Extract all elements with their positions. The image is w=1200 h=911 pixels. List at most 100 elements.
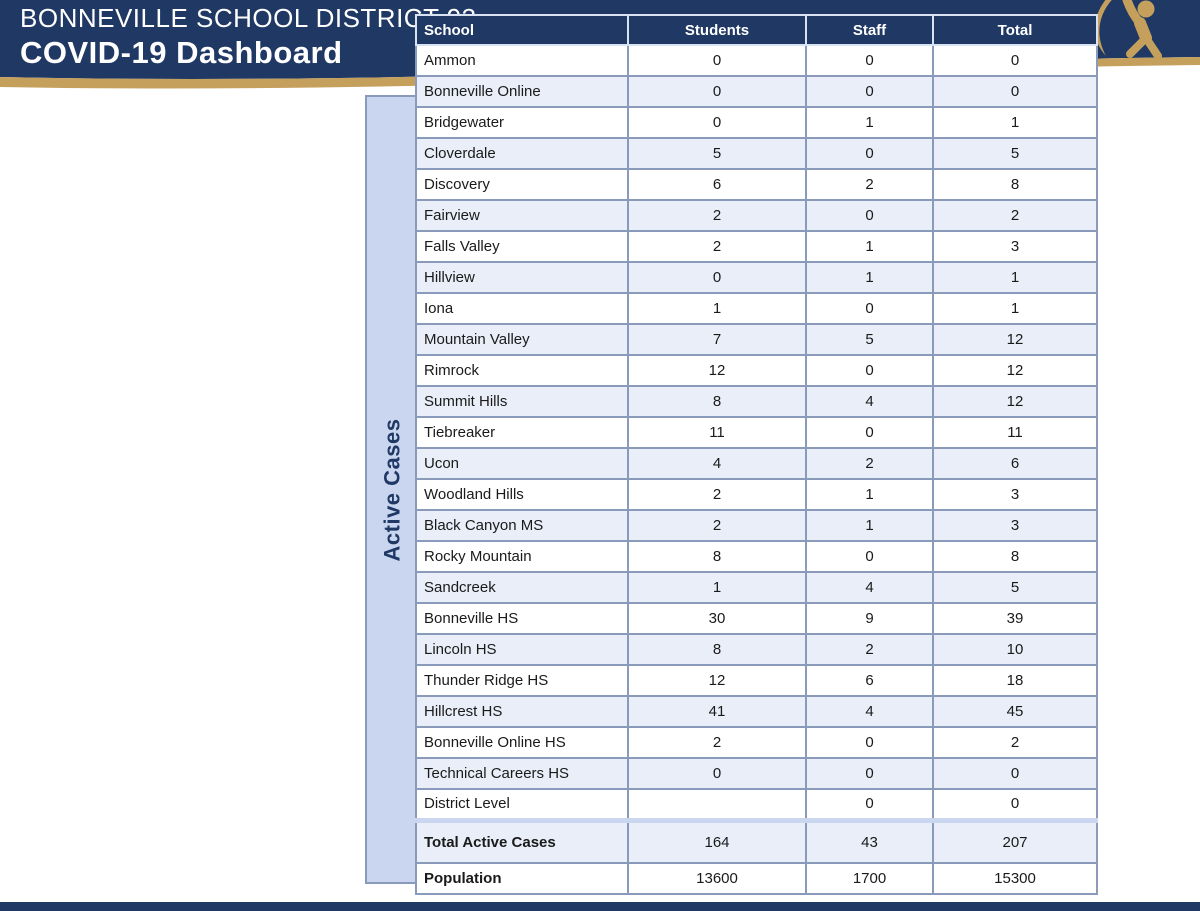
cell-students: 2 <box>627 199 807 232</box>
table-row: Ammon 0 0 0 <box>415 44 1098 77</box>
cell-staff: 0 <box>805 292 934 325</box>
cell-school: Mountain Valley <box>415 323 629 356</box>
table-row: Bonneville Online HS 2 0 2 <box>415 726 1098 759</box>
cell-total: 11 <box>932 416 1098 449</box>
cell-staff: 2 <box>805 633 934 666</box>
table-row: Technical Careers HS 0 0 0 <box>415 757 1098 790</box>
cell-school: Bridgewater <box>415 106 629 139</box>
cell-total: 207 <box>932 817 1098 864</box>
cell-students: 8 <box>627 633 807 666</box>
cell-students: 0 <box>627 44 807 77</box>
cell-total: 12 <box>932 354 1098 387</box>
cell-students: 4 <box>627 447 807 480</box>
cell-students: 2 <box>627 230 807 263</box>
column-header-total: Total <box>932 14 1098 46</box>
cell-total: 2 <box>932 199 1098 232</box>
cell-school: Falls Valley <box>415 230 629 263</box>
table-row: Discovery 6 2 8 <box>415 168 1098 201</box>
cell-school: Rocky Mountain <box>415 540 629 573</box>
page-title: COVID-19 Dashboard <box>20 35 343 70</box>
table-row: Bonneville Online 0 0 0 <box>415 75 1098 108</box>
table-row: Bonneville HS 30 9 39 <box>415 602 1098 635</box>
cell-school: Hillview <box>415 261 629 294</box>
cell-staff: 0 <box>805 726 934 759</box>
cell-students: 0 <box>627 106 807 139</box>
cell-school: Thunder Ridge HS <box>415 664 629 697</box>
table-row: Bridgewater 0 1 1 <box>415 106 1098 139</box>
cell-school: Summit Hills <box>415 385 629 418</box>
cell-staff: 1 <box>805 261 934 294</box>
cell-staff: 2 <box>805 447 934 480</box>
cell-students: 1 <box>627 571 807 604</box>
cell-students: 7 <box>627 323 807 356</box>
population-row: Population 13600 1700 15300 <box>415 862 1098 895</box>
table-row: Ucon 4 2 6 <box>415 447 1098 480</box>
cell-total: 3 <box>932 230 1098 263</box>
cell-school: Iona <box>415 292 629 325</box>
cell-total: 0 <box>932 788 1098 821</box>
cell-students: 12 <box>627 664 807 697</box>
cell-total: 2 <box>932 726 1098 759</box>
cell-staff: 4 <box>805 695 934 728</box>
cell-total: 1 <box>932 292 1098 325</box>
table-row: Rimrock 12 0 12 <box>415 354 1098 387</box>
cell-staff: 0 <box>805 788 934 821</box>
cell-school: Ammon <box>415 44 629 77</box>
cell-students: 30 <box>627 602 807 635</box>
cell-students: 5 <box>627 137 807 170</box>
cell-total: 8 <box>932 168 1098 201</box>
cell-staff: 9 <box>805 602 934 635</box>
table-row: Sandcreek 1 4 5 <box>415 571 1098 604</box>
district-name: BONNEVILLE SCHOOL DISTRICT 93 <box>20 3 477 33</box>
cell-staff: 43 <box>805 817 934 864</box>
cell-students: 13600 <box>627 862 807 895</box>
cell-staff: 1 <box>805 509 934 542</box>
cell-staff: 0 <box>805 416 934 449</box>
cell-staff: 1 <box>805 106 934 139</box>
cell-staff: 0 <box>805 354 934 387</box>
table-header-row: School Students Staff Total <box>415 14 1098 46</box>
cell-students: 2 <box>627 726 807 759</box>
cell-students: 6 <box>627 168 807 201</box>
cell-school: Lincoln HS <box>415 633 629 666</box>
cell-students: 8 <box>627 385 807 418</box>
cell-total: 45 <box>932 695 1098 728</box>
cell-school: Ucon <box>415 447 629 480</box>
cell-school: Hillcrest HS <box>415 695 629 728</box>
cell-staff: 0 <box>805 757 934 790</box>
district-logo-icon <box>1094 0 1162 60</box>
cell-school: Cloverdale <box>415 137 629 170</box>
cell-total: 10 <box>932 633 1098 666</box>
cell-staff: 1 <box>805 478 934 511</box>
table-row: Fairview 2 0 2 <box>415 199 1098 232</box>
cell-school: Fairview <box>415 199 629 232</box>
cell-total: 12 <box>932 323 1098 356</box>
cell-staff: 4 <box>805 385 934 418</box>
cell-staff: 2 <box>805 168 934 201</box>
cell-school: Bonneville Online HS <box>415 726 629 759</box>
cell-students: 8 <box>627 540 807 573</box>
cell-school: District Level <box>415 788 629 821</box>
cell-students <box>627 788 807 821</box>
column-header-school: School <box>415 14 629 46</box>
cell-students: 12 <box>627 354 807 387</box>
table-row: Falls Valley 2 1 3 <box>415 230 1098 263</box>
cell-staff: 6 <box>805 664 934 697</box>
cell-students: 0 <box>627 757 807 790</box>
cell-total: 1 <box>932 261 1098 294</box>
cell-total: 6 <box>932 447 1098 480</box>
cell-total: 1 <box>932 106 1098 139</box>
active-cases-table: School Students Staff Total Ammon 0 0 0 Bonn… <box>415 14 1098 895</box>
active-cases-sidebar: Active Cases <box>365 95 420 884</box>
table-row: Hillcrest HS 41 4 45 <box>415 695 1098 728</box>
cell-staff: 0 <box>805 44 934 77</box>
cell-staff: 4 <box>805 571 934 604</box>
cell-total: 0 <box>932 75 1098 108</box>
table-row: Woodland Hills 2 1 3 <box>415 478 1098 511</box>
table-row: Rocky Mountain 8 0 8 <box>415 540 1098 573</box>
footer-band <box>0 902 1200 911</box>
cell-total: 0 <box>932 757 1098 790</box>
cell-staff: 0 <box>805 137 934 170</box>
table-row: Summit Hills 8 4 12 <box>415 385 1098 418</box>
table-row: Lincoln HS 8 2 10 <box>415 633 1098 666</box>
